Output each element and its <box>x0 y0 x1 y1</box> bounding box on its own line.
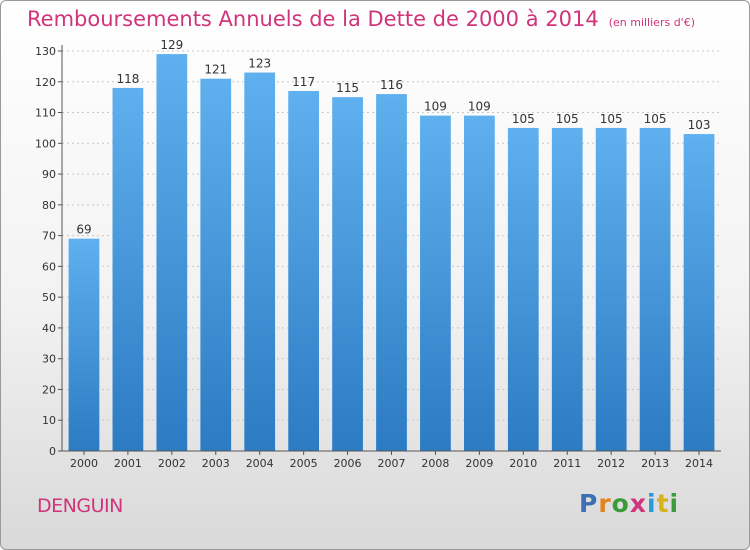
y-tick-label: 0 <box>49 445 56 458</box>
x-tick-label-2009: 2009 <box>465 457 493 470</box>
y-tick-label: 10 <box>42 414 56 427</box>
x-tick-label-2014: 2014 <box>685 457 713 470</box>
data-label-2010: 105 <box>512 112 535 126</box>
brand-letter: t <box>656 489 670 518</box>
bar-2004 <box>244 72 276 452</box>
x-tick-label-2002: 2002 <box>158 457 186 470</box>
bar-2011 <box>551 127 583 451</box>
data-label-2005: 117 <box>292 75 315 89</box>
brand-letter: P <box>579 489 599 518</box>
labels: 0 10 20 30 40 50 60 70 80 90 100 110 120 130 69 2000 118… <box>35 38 713 470</box>
y-tick-label: 80 <box>42 199 56 212</box>
bar-2010 <box>507 127 539 451</box>
y-tick-label: 130 <box>35 45 56 58</box>
bar-2006 <box>332 97 363 452</box>
data-label-2000: 69 <box>76 223 91 237</box>
data-label-2003: 121 <box>204 63 227 77</box>
y-tick-label: 60 <box>42 260 56 273</box>
bar-2002 <box>156 54 188 451</box>
data-label-2007: 116 <box>380 78 403 92</box>
y-tick-label: 20 <box>42 383 56 396</box>
data-label-2011: 105 <box>556 112 579 126</box>
bar-2012 <box>595 127 627 451</box>
chart-unit: (en milliers d'€) <box>608 16 695 29</box>
data-label-2009: 109 <box>468 100 491 114</box>
x-tick-label-2007: 2007 <box>378 457 406 470</box>
x-tick-label-2013: 2013 <box>641 457 669 470</box>
place-name: DENGUIN <box>37 495 123 517</box>
y-tick-label: 90 <box>42 168 56 181</box>
x-tick-label-2012: 2012 <box>597 457 625 470</box>
x-tick-label-2003: 2003 <box>202 457 230 470</box>
bar-2008 <box>420 115 451 451</box>
brand-letter: r <box>598 489 612 518</box>
bar-2009 <box>463 115 495 451</box>
y-tick-label: 120 <box>35 76 56 89</box>
data-label-2008: 109 <box>424 100 447 114</box>
data-label-2012: 105 <box>600 112 623 126</box>
bar-2003 <box>200 78 232 451</box>
chart-title-text: Remboursements Annuels de la Dette de 20… <box>27 7 599 31</box>
x-tick-label-2006: 2006 <box>334 457 362 470</box>
bar-2001 <box>112 87 144 451</box>
y-tick-label: 40 <box>42 322 56 335</box>
y-tick-label: 100 <box>35 137 56 150</box>
brand-letter: i <box>669 489 680 518</box>
bar-2014 <box>683 134 715 452</box>
brand-letter: o <box>611 489 630 518</box>
x-tick-label-2010: 2010 <box>509 457 537 470</box>
bar-2005 <box>288 91 320 451</box>
bar-2000 <box>68 238 100 451</box>
data-label-2002: 129 <box>160 38 183 52</box>
y-tick-label: 30 <box>42 353 56 366</box>
bars <box>68 54 715 452</box>
data-label-2006: 115 <box>336 81 359 95</box>
brand-letter: x <box>629 489 647 518</box>
data-label-2004: 123 <box>248 57 271 71</box>
x-tick-label-2008: 2008 <box>421 457 449 470</box>
chart-title: Remboursements Annuels de la Dette de 20… <box>27 7 695 31</box>
bar-2007 <box>376 94 407 452</box>
y-tick-label: 110 <box>35 107 56 120</box>
x-tick-label-2004: 2004 <box>246 457 274 470</box>
x-tick-label-2000: 2000 <box>70 457 98 470</box>
y-tick-label: 50 <box>42 291 56 304</box>
x-tick-label-2011: 2011 <box>553 457 581 470</box>
brand-letter: i <box>647 489 657 518</box>
x-tick-label-2005: 2005 <box>290 457 318 470</box>
brand-logo: Proxiti <box>579 489 679 518</box>
axes <box>58 45 721 455</box>
x-tick-label-2001: 2001 <box>114 457 142 470</box>
bar-2013 <box>639 127 671 451</box>
data-label-2014: 103 <box>688 118 711 132</box>
data-label-2013: 105 <box>644 112 667 126</box>
y-tick-label: 70 <box>42 230 56 243</box>
data-label-2001: 118 <box>116 72 139 86</box>
